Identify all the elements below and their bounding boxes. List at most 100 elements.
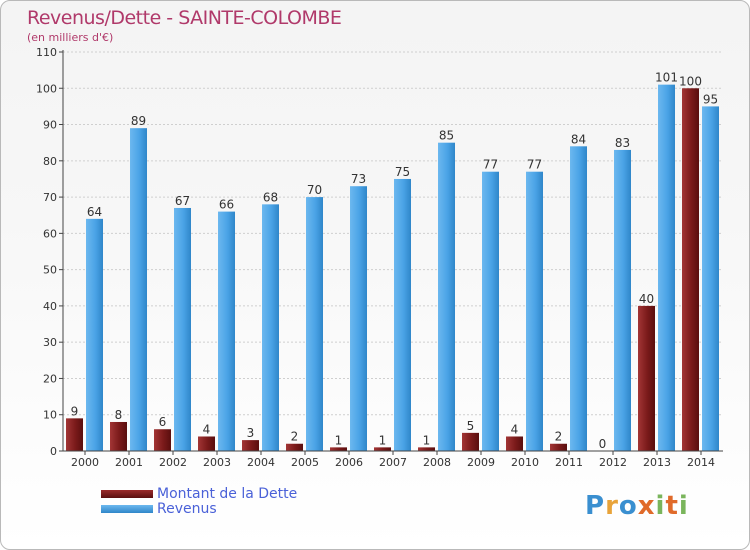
bar-debt: [110, 421, 127, 451]
logo-letter: t: [665, 491, 679, 521]
bar-revenue: [262, 204, 279, 451]
y-tick-label: 70: [43, 191, 57, 204]
data-label-debt: 40: [639, 292, 654, 306]
logo-letter: o: [618, 491, 638, 521]
data-label-revenue: 64: [87, 205, 102, 219]
x-tick-label: 2003: [203, 456, 231, 469]
x-tick-label: 2013: [643, 456, 671, 469]
data-label-debt: 1: [335, 433, 343, 447]
bar-revenue: [86, 218, 103, 451]
data-label-revenue: 66: [219, 198, 234, 212]
data-label-revenue: 70: [307, 183, 322, 197]
y-tick-label: 20: [43, 372, 57, 385]
data-label-revenue: 84: [571, 132, 586, 146]
chart-title: Revenus/Dette - SAINTE-COLOMBE: [27, 7, 342, 29]
data-label-debt: 4: [203, 422, 211, 436]
data-label-debt: 0: [599, 437, 607, 451]
bar-debt: [462, 432, 479, 451]
proxiti-logo: Proxiti: [585, 491, 689, 521]
bar-revenue: [350, 186, 367, 451]
bar-revenue: [614, 149, 631, 451]
data-label-revenue: 101: [655, 71, 678, 85]
bar-revenue: [218, 211, 235, 451]
x-tick-label: 2004: [247, 456, 275, 469]
bar-revenue: [526, 171, 543, 451]
data-label-debt: 9: [71, 404, 79, 418]
x-tick-label: 2010: [511, 456, 539, 469]
logo-letter: i: [678, 491, 689, 521]
data-label-debt: 1: [379, 433, 387, 447]
data-label-debt: 1: [423, 433, 431, 447]
y-tick-label: 80: [43, 155, 57, 168]
bar-debt: [286, 443, 303, 451]
data-label-revenue: 68: [263, 190, 278, 204]
y-tick-label: 60: [43, 227, 57, 240]
bar-revenue: [130, 128, 147, 451]
bar-revenue: [482, 171, 499, 451]
data-label-debt: 2: [291, 430, 299, 444]
logo-letter: i: [655, 491, 666, 521]
data-label-revenue: 85: [439, 129, 454, 143]
x-tick-label: 2007: [379, 456, 407, 469]
data-label-revenue: 95: [703, 92, 718, 106]
bar-debt: [198, 436, 215, 451]
bar-debt: [242, 440, 259, 451]
bar-debt: [418, 447, 435, 451]
x-tick-label: 2005: [291, 456, 319, 469]
y-tick-label: 10: [43, 409, 57, 422]
bar-revenue: [174, 207, 191, 451]
bar-debt: [330, 447, 347, 451]
bar-revenue: [306, 197, 323, 451]
data-label-revenue: 77: [483, 158, 498, 172]
logo-letter: r: [605, 491, 619, 521]
y-tick-label: 90: [43, 119, 57, 132]
bar-debt: [550, 443, 567, 451]
y-tick-label: 30: [43, 336, 57, 349]
data-label-debt: 2: [555, 430, 563, 444]
bar-debt: [374, 447, 391, 451]
data-label-revenue: 75: [395, 165, 410, 179]
data-label-revenue: 67: [175, 194, 190, 208]
chart-subtitle: (en milliers d'€): [27, 31, 114, 44]
x-tick-label: 2000: [71, 456, 99, 469]
bar-debt: [506, 436, 523, 451]
bar-revenue: [658, 84, 675, 452]
x-tick-label: 2012: [599, 456, 627, 469]
bar-revenue: [394, 178, 411, 452]
data-label-revenue: 73: [351, 172, 366, 186]
legend-swatch-revenue: [101, 505, 153, 513]
data-label-debt: 6: [159, 415, 167, 429]
x-tick-label: 2011: [555, 456, 583, 469]
y-tick-label: 0: [50, 445, 57, 458]
bar-debt: [638, 305, 655, 451]
bar-debt: [682, 88, 699, 451]
bar-debt: [154, 429, 171, 451]
legend-swatch-debt: [101, 490, 153, 498]
data-label-debt: 4: [511, 422, 519, 436]
x-tick-label: 2001: [115, 456, 143, 469]
logo-letter: x: [637, 491, 656, 521]
data-label-debt: 8: [115, 408, 123, 422]
data-label-debt: 3: [247, 426, 255, 440]
y-tick-label: 100: [36, 82, 57, 95]
legend-label-revenue: Revenus: [157, 501, 217, 517]
logo-letter: P: [585, 491, 606, 521]
x-tick-label: 2006: [335, 456, 363, 469]
data-label-debt: 5: [467, 419, 475, 433]
legend-label-debt: Montant de la Dette: [157, 486, 298, 502]
data-label-revenue: 77: [527, 158, 542, 172]
bar-revenue: [438, 142, 455, 451]
y-tick-label: 110: [36, 46, 57, 59]
data-label-revenue: 83: [615, 136, 630, 150]
x-tick-label: 2009: [467, 456, 495, 469]
y-tick-label: 50: [43, 264, 57, 277]
bar-revenue: [570, 146, 587, 452]
bar-revenue: [702, 106, 719, 451]
y-tick-label: 40: [43, 300, 57, 313]
x-tick-label: 2014: [687, 456, 715, 469]
x-tick-label: 2008: [423, 456, 451, 469]
x-tick-label: 2002: [159, 456, 187, 469]
bar-debt: [66, 418, 83, 451]
